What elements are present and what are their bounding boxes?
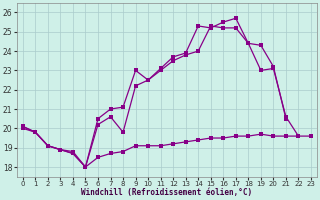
X-axis label: Windchill (Refroidissement éolien,°C): Windchill (Refroidissement éolien,°C): [81, 188, 252, 197]
